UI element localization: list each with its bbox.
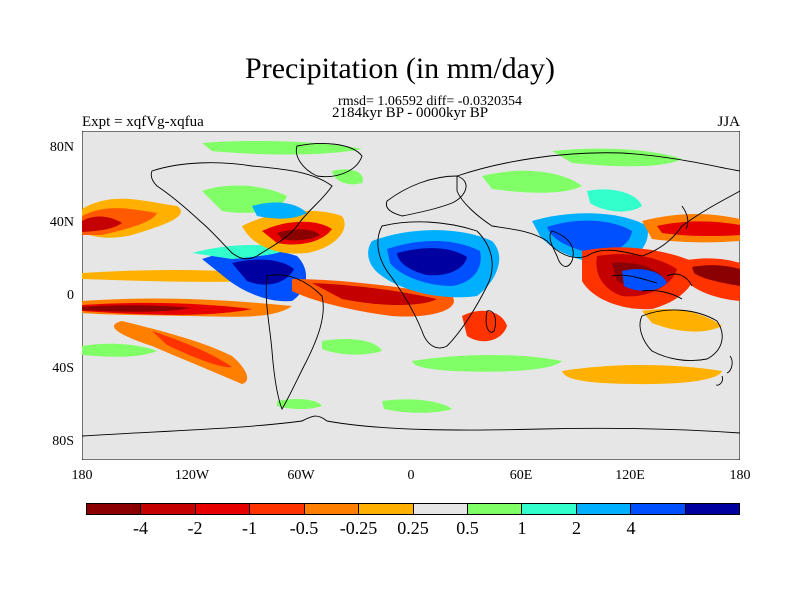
- colorbar-swatch: [250, 504, 305, 514]
- colorbar-swatch: [195, 504, 251, 514]
- colorbar-label: -0.25: [339, 518, 378, 538]
- colorbar-swatch: [141, 504, 196, 514]
- coastlines: [82, 143, 740, 437]
- chart-title: Precipitation (in mm/day): [245, 52, 555, 85]
- colorbar-swatch: [685, 504, 740, 514]
- experiment-label: Expt = xqfVg-xqfua: [82, 114, 204, 130]
- colorbar-label: -0.5: [289, 518, 319, 538]
- subtitle-period: 2184kyr BP - 0000kyr BP: [331, 105, 489, 121]
- x-tick-label: 60W: [287, 468, 315, 483]
- colorbar-label: -1: [242, 518, 257, 538]
- season-label: JJA: [717, 114, 740, 130]
- y-tick-label: 80S: [52, 434, 74, 449]
- x-tick-label: 180: [71, 468, 93, 483]
- y-tick-label: 0: [67, 288, 74, 303]
- colorbar-label: -4: [133, 518, 148, 538]
- colorbar-swatch: [576, 504, 632, 514]
- precipitation-map: [82, 131, 740, 460]
- y-tick-label: 80N: [49, 140, 74, 155]
- colorbar-swatch: [467, 504, 523, 514]
- y-tick-label: 40N: [49, 215, 74, 230]
- colorbar-swatch: [87, 504, 142, 514]
- colorbar-label: -2: [187, 518, 203, 538]
- colorbar-label: 2: [572, 518, 581, 538]
- colorbar-swatch: [522, 504, 577, 514]
- colorbar-label: 0.5: [456, 518, 479, 538]
- x-tick-label: 120E: [615, 468, 645, 483]
- colorbar-label: 0.25: [397, 518, 429, 538]
- colorbar-label: 1: [517, 518, 527, 538]
- colorbar-swatch: [304, 504, 360, 514]
- colorbar-swatch: [413, 504, 468, 514]
- x-tick-label: 120W: [174, 468, 210, 483]
- precip-anomaly-fields: [82, 141, 740, 413]
- x-tick-label: 0: [407, 468, 415, 483]
- colorbar-label: 4: [626, 518, 636, 538]
- colorbar-swatch: [359, 504, 414, 514]
- x-tick-label: 180: [729, 468, 751, 483]
- subtitle-stats: rmsd= 1.06592 diff= -0.0320354: [338, 94, 522, 109]
- x-tick-label: 60E: [509, 468, 533, 483]
- colorbar: [86, 503, 740, 515]
- colorbar-swatch: [631, 504, 686, 514]
- y-tick-label: 40S: [52, 361, 74, 376]
